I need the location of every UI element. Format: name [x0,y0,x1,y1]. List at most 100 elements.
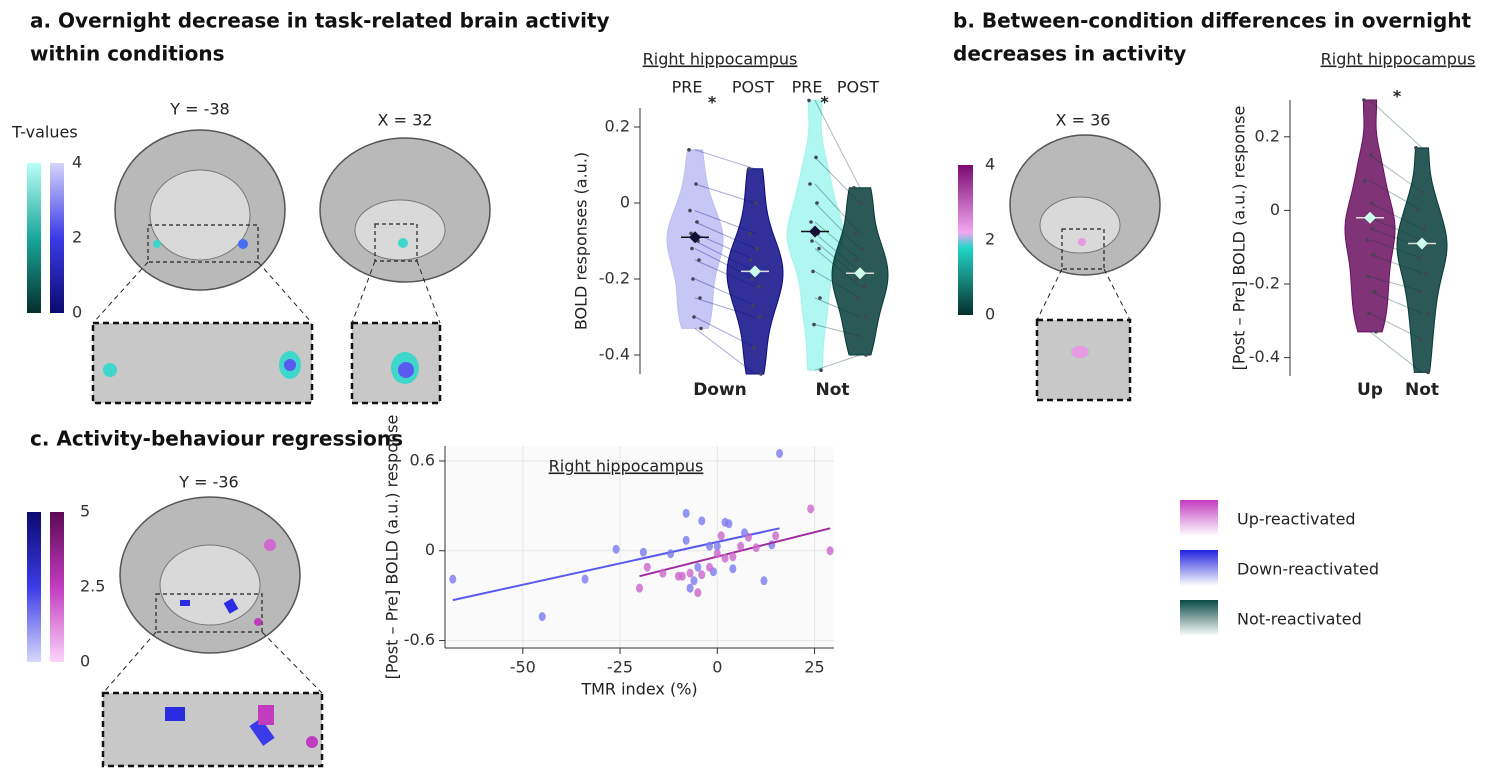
point [699,326,703,331]
point [667,549,675,559]
point [729,564,737,574]
colorbar-tick-label: 2 [72,228,82,247]
mean-marker [809,225,821,238]
pair-line [814,233,861,272]
pair-line [1369,239,1423,259]
pair-line [694,297,756,318]
y-tick-label: 0 [1270,200,1280,219]
legend-label: Up-reactivated [1237,510,1356,529]
y-tick-label: -0.6 [404,630,435,649]
pair-line [1369,276,1423,292]
point [854,258,858,262]
pair-line [1369,180,1423,211]
point [717,531,725,541]
point [1367,311,1371,316]
pair-line [694,183,756,204]
subtitle: Right hippocampus [643,50,798,69]
point [810,239,814,243]
x-tick-label: Not [1405,380,1439,400]
pair-line [1369,99,1423,149]
point [860,246,864,251]
point [721,553,729,563]
slice-label: Y = -38 [169,100,229,119]
point [692,315,696,319]
y-tick-label: 0 [425,540,435,559]
mean-marker [689,231,701,244]
point [1369,153,1373,157]
point [686,583,694,593]
legend-swatch [1180,550,1218,586]
legend-label: Not-reactivated [1237,610,1362,629]
point [1362,98,1366,102]
point [729,552,737,562]
point [698,516,706,526]
point [713,541,721,551]
point [725,519,733,529]
pair-line [694,240,756,272]
pair-line [814,202,861,249]
point [807,98,811,103]
panel-title: decreases in activity [953,42,1186,66]
condition-label: POST [837,78,879,97]
point [749,258,753,262]
point [808,182,812,186]
panel-title: within conditions [30,42,225,66]
pair-line [1369,331,1423,373]
point [690,576,698,586]
point [581,574,589,584]
colorbar-tick-label: 5 [80,502,90,521]
pair-line [694,259,756,288]
point [747,167,751,171]
point [1425,311,1429,316]
point [776,448,784,458]
y-axis-label: [Post – Pre] BOLD (a.u.) response [1230,106,1249,371]
condition-label: PRE [672,78,703,97]
point [1373,289,1377,294]
point [697,258,701,262]
legend-label: Down-reactivated [1237,560,1379,579]
panel-title: c. Activity-behaviour regressions [30,427,403,451]
pair-line [1369,217,1423,241]
y-tick-label: -0.4 [599,345,630,364]
point [817,246,821,251]
point [686,568,694,578]
pair-line [1369,312,1423,340]
point [863,315,867,319]
pair-line [694,210,756,234]
legend-swatch [1180,600,1218,636]
x-axis-label: TMR index (%) [580,680,697,699]
point [1422,227,1426,231]
slice-label: X = 36 [1056,111,1111,130]
point [1417,256,1421,261]
point [814,155,818,160]
point [1371,227,1375,231]
condition-label: POST [732,78,774,97]
pair-line [814,248,861,287]
colorbar-tick-label: 0 [80,652,90,671]
point [748,231,752,236]
point [737,541,745,551]
mean-marker [749,265,761,278]
point [853,231,857,236]
point [1419,337,1423,342]
point [750,277,754,281]
point [538,612,546,622]
y-tick-label: -0.4 [1249,347,1280,366]
y-tick-label: 0.2 [1255,126,1280,145]
point [1374,330,1378,334]
point [859,201,863,205]
point [659,568,667,578]
panel-title: b. Between-condition differences in over… [953,9,1472,33]
point [691,277,695,281]
colorbars [27,163,973,662]
point [1370,201,1374,205]
point [690,246,694,251]
point [856,296,860,300]
colorbar-tick-label: 0 [985,305,995,324]
subtitle: Right hippocampus [1321,50,1476,69]
colorbar-tick-label: 2 [985,230,995,249]
pair-line [1369,254,1423,274]
point [643,562,651,572]
point [694,588,702,598]
pair-line [1369,202,1423,230]
